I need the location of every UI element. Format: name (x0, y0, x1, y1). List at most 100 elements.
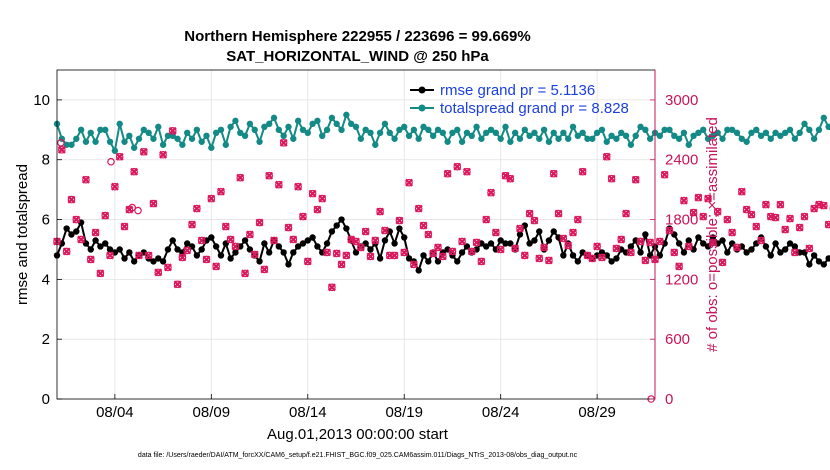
obs-assimilated-marker (110, 182, 119, 191)
obs-possible-marker (405, 178, 413, 187)
obs-possible-marker (303, 257, 312, 266)
spread-point (208, 144, 215, 151)
obs-assimilated-marker (265, 171, 274, 180)
spread-point (540, 126, 548, 134)
chart-subtitle: SAT_HORIZONTAL_WIND @ 250 hPa (226, 48, 489, 65)
rmse-series (53, 216, 830, 274)
obs-assimilated-marker (612, 244, 621, 253)
obs-possible-marker (299, 212, 307, 221)
rmse-point (130, 258, 138, 265)
rmse-point (458, 249, 466, 256)
obs-possible-marker (106, 251, 114, 260)
obs-possible-marker (72, 215, 81, 224)
spread-point (458, 138, 466, 145)
spread-point (748, 129, 755, 137)
obs-assimilated-marker (255, 218, 264, 227)
y-left-tick-label: 10 (33, 92, 50, 109)
spread-point (825, 123, 830, 131)
spread-point (714, 129, 721, 137)
obs-possible-marker (164, 263, 172, 272)
obs-possible-marker (602, 152, 611, 161)
y-left-tick-label: 6 (42, 212, 50, 229)
obs-assimilated-marker (342, 251, 351, 260)
rmse-point (719, 237, 726, 244)
spread-point (111, 147, 119, 154)
rmse-point (454, 258, 461, 265)
rmse-point (613, 255, 620, 262)
y-right-tick-label: 0 (665, 391, 673, 408)
spread-point (434, 126, 442, 134)
obs-assimilated-marker (72, 215, 81, 224)
spread-point (319, 132, 326, 139)
rmse-point (376, 255, 384, 262)
obs-possible-marker (506, 174, 515, 183)
obs-assimilated-marker (216, 187, 225, 196)
obs-possible-marker (660, 170, 669, 179)
obs-possible-marker (791, 248, 799, 257)
obs-assimilated-marker (467, 247, 476, 256)
obs-assimilated-marker (159, 150, 168, 159)
rmse-point (420, 252, 427, 259)
spread-point (391, 135, 398, 142)
obs-possible-marker (810, 204, 818, 213)
rmse-point (304, 237, 311, 244)
rmse-point (121, 255, 128, 262)
rmse-point (285, 261, 292, 268)
spread-point (589, 135, 596, 142)
obs-possible-marker (183, 246, 192, 255)
obs-possible-marker (82, 175, 90, 184)
spread-point (323, 126, 331, 134)
spread-point (806, 126, 813, 134)
y-right-tick-label: 600 (665, 331, 690, 348)
spread-point (815, 126, 823, 134)
obs-assimilated-marker (569, 228, 577, 237)
rmse-point (174, 246, 181, 253)
obs-possible-marker (390, 251, 399, 260)
rmse-point (217, 252, 225, 259)
obs-assimilated-marker (303, 257, 312, 266)
spread-point (579, 129, 586, 137)
obs-assimilated-marker (298, 212, 307, 221)
obs-assimilated-marker (163, 263, 172, 272)
obs-possible-marker (57, 138, 65, 147)
rmse-point (159, 258, 167, 265)
spread-point (728, 126, 736, 134)
obs-assimilated-marker (279, 138, 288, 147)
rmse-point (343, 225, 350, 232)
rmse-point (516, 231, 524, 238)
spread-point (724, 126, 731, 134)
rmse-point (314, 243, 321, 250)
x-tick-label: 08/04 (96, 404, 134, 421)
obs-assimilated-marker (761, 200, 770, 209)
obs-assimilated-marker (752, 222, 761, 231)
x-tick-label: 08/14 (289, 404, 327, 421)
obs-assimilated-marker (241, 269, 250, 278)
spread-point (246, 120, 254, 128)
obs-possible-marker (530, 216, 539, 225)
obs-possible-marker (284, 223, 293, 232)
obs-possible-marker (58, 145, 66, 154)
rmse-point (487, 240, 495, 247)
obs-possible-marker (607, 174, 616, 183)
spread-point (666, 126, 673, 134)
obs-possible-marker (492, 228, 500, 237)
rmse-point (415, 267, 422, 274)
obs-possible-marker (318, 194, 327, 203)
obs-assimilated-marker (448, 247, 457, 256)
x-tick-label: 08/09 (193, 404, 231, 421)
spread-point (188, 135, 196, 142)
spread-point (444, 138, 451, 145)
obs-possible-marker (429, 249, 437, 258)
rmse-point (155, 255, 162, 262)
obs-possible-marker (520, 251, 529, 260)
obs-possible-marker (482, 215, 491, 224)
obs-assimilated-marker (434, 243, 442, 252)
rmse-point (97, 243, 104, 250)
rmse-point (434, 258, 442, 265)
spread-point (671, 132, 678, 139)
obs-possible-marker (627, 248, 635, 257)
spread-point (526, 132, 533, 139)
obs-possible-marker (699, 212, 708, 221)
spread-point (545, 138, 553, 145)
obs-possible-marker (665, 226, 674, 235)
